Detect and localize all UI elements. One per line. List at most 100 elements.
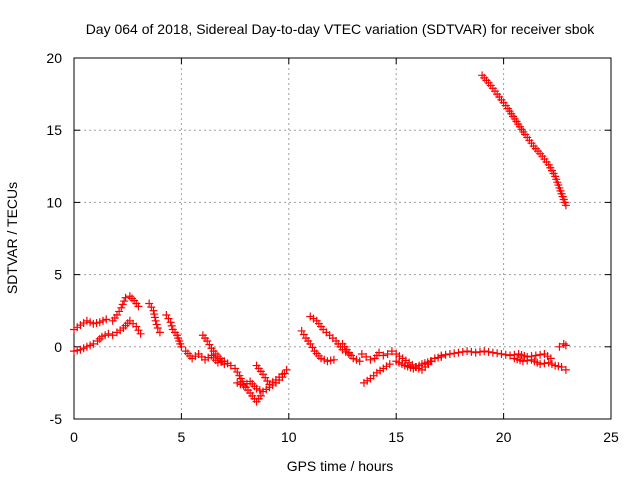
data-point [536,350,545,359]
data-point [385,360,394,369]
y-tick-label: 15 [46,122,62,138]
data-point [150,310,159,319]
grid-lines [74,58,611,419]
data-point [164,314,173,323]
y-axis-label: SDTVAR / TECUs [4,182,20,294]
data-point [463,347,472,356]
data-point [233,368,242,377]
x-tick-label: 0 [70,429,78,445]
data-point [475,347,484,356]
chart-title: Day 064 of 2018, Sidereal Day-to-day VTE… [86,21,596,37]
data-point [297,326,306,335]
data-point [308,343,317,352]
data-point [366,355,375,364]
axis-ticks [73,57,612,420]
data-point [89,339,98,348]
data-point [383,350,392,359]
x-tick-label: 15 [388,429,404,445]
data-point [546,354,555,363]
y-tick-label: 5 [54,267,62,283]
data-point [134,326,143,335]
data-point [531,351,540,360]
x-tick-labels: 0 5 10 15 20 25 [70,429,619,445]
data-point [536,360,545,369]
data-point [108,331,117,340]
x-axis-label: GPS time / hours [287,458,394,474]
data-point [441,350,450,359]
data-point [278,370,287,379]
y-tick-label: 20 [46,50,62,66]
data-point [561,341,570,350]
data-point [118,300,127,309]
data-point [256,391,265,400]
data-point [379,351,388,360]
data-point [167,321,176,330]
data-point [166,318,175,327]
data-point [488,348,497,357]
data-point [454,348,463,357]
data-point [523,356,532,365]
data-point [226,361,235,370]
data-point [467,347,476,356]
data-point [387,347,396,356]
data-point [152,320,161,329]
data-point [280,369,289,378]
x-tick-label: 10 [281,429,297,445]
data-point [149,306,158,315]
data-point [145,299,154,308]
data-point [121,293,130,302]
data-point [375,348,384,357]
data-point [162,311,171,320]
data-point [95,334,104,343]
data-point [493,349,502,358]
data-point [506,351,515,360]
data-point [155,328,164,337]
y-tick-labels: -5 0 5 10 15 20 [46,50,62,427]
data-point [561,365,570,374]
data-point [117,303,126,312]
data-points [70,71,570,406]
y-tick-label: 0 [54,339,62,355]
data-point [555,342,564,351]
data-point [426,357,435,366]
data-point [134,302,143,311]
data-point [437,351,446,360]
data-point [299,330,308,339]
data-point [480,347,489,356]
x-tick-label: 5 [178,429,186,445]
data-point [484,347,493,356]
data-point [120,297,129,306]
data-point [458,347,467,356]
data-point [471,348,480,357]
data-point [220,360,229,369]
data-point [136,329,145,338]
y-tick-label: 10 [46,194,62,210]
data-point [282,365,291,374]
data-point [355,357,364,366]
data-point [104,329,113,338]
x-tick-label: 25 [603,429,619,445]
data-point [102,315,111,324]
data-point [557,363,566,372]
data-point [497,350,506,359]
data-point [177,342,186,351]
data-point [445,350,454,359]
data-point [127,294,136,303]
data-point [151,316,160,325]
data-point [450,349,459,358]
data-point [125,292,134,301]
data-point [150,313,159,322]
data-point [362,352,371,361]
data-point [540,359,549,368]
y-tick-label: -5 [50,411,63,427]
x-tick-label: 20 [496,429,512,445]
data-point [115,307,124,316]
data-point [147,303,156,312]
data-point [518,357,527,366]
data-point [205,340,214,349]
data-point [357,350,366,359]
data-point [153,324,162,333]
data-point [561,201,570,210]
plot-frame [73,57,612,420]
